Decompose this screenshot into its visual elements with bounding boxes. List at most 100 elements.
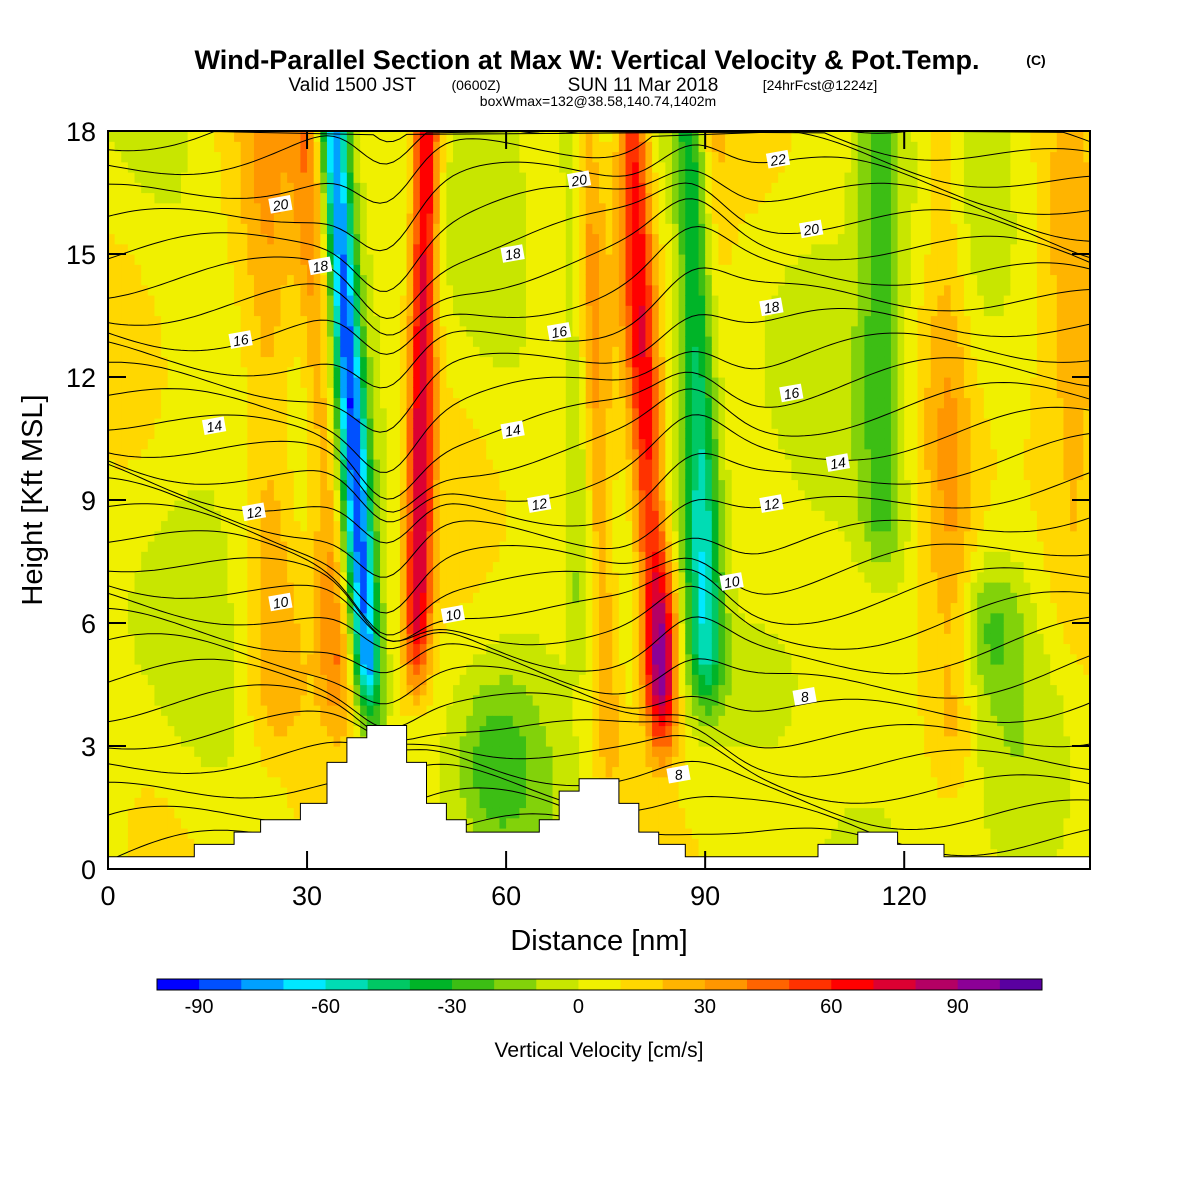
chart-title: Wind-Parallel Section at Max W: Vertical…: [195, 45, 980, 75]
heatmap-cell: [313, 387, 321, 399]
heatmap-cell: [240, 305, 248, 317]
heatmap-cell: [313, 161, 321, 173]
heatmap-cell: [532, 418, 540, 429]
heatmap-cell: [307, 776, 315, 788]
heatmap-cell: [340, 315, 348, 327]
heatmap-cell: [293, 459, 302, 470]
heatmap-cell: [499, 202, 507, 214]
heatmap-cell: [333, 428, 341, 440]
heatmap-cell: [280, 520, 288, 532]
heatmap-cell: [419, 694, 428, 706]
heatmap-cell: [399, 315, 408, 327]
heatmap-cell: [466, 746, 474, 757]
heatmap-cell: [519, 756, 527, 768]
heatmap-cell: [526, 797, 534, 809]
heatmap-cell: [147, 520, 156, 532]
heatmap-cell: [207, 172, 215, 183]
heatmap-cell: [519, 315, 527, 327]
heatmap-cell: [200, 684, 209, 696]
heatmap-cell: [161, 192, 169, 204]
heatmap-cell: [247, 541, 255, 552]
heatmap-cell: [114, 633, 122, 645]
heatmap-cell: [459, 520, 467, 532]
heatmap-cell: [207, 551, 215, 563]
heatmap-cell: [526, 131, 534, 142]
heatmap-cell: [552, 500, 560, 511]
heatmap-cell: [386, 141, 394, 153]
heatmap-cell: [539, 469, 547, 481]
heatmap-cell: [506, 448, 514, 460]
heatmap-cell: [519, 500, 527, 511]
heatmap-cell: [353, 182, 361, 194]
heatmap-cell: [340, 448, 348, 460]
heatmap-cell: [526, 612, 534, 624]
heatmap-cell: [366, 500, 375, 511]
heatmap-cell: [532, 438, 540, 450]
heatmap-cell: [141, 192, 149, 204]
heatmap-cell: [333, 551, 341, 563]
heatmap-cell: [121, 787, 129, 798]
heatmap-cell: [426, 305, 434, 317]
heatmap-cell: [161, 418, 169, 429]
heatmap-cell: [194, 243, 202, 255]
heatmap-cell: [280, 510, 288, 522]
heatmap-cell: [492, 766, 501, 778]
heatmap-cell: [486, 561, 494, 573]
heatmap-cell: [439, 766, 447, 778]
heatmap-cell: [532, 192, 540, 204]
heatmap-cell: [446, 643, 454, 655]
heatmap-cell: [147, 387, 156, 399]
heatmap-cell: [373, 315, 381, 327]
heatmap-cell: [559, 428, 567, 440]
heatmap-cell: [161, 848, 169, 860]
heatmap-cell: [472, 131, 481, 142]
heatmap-cell: [506, 715, 514, 727]
heatmap-cell: [459, 623, 467, 634]
heatmap-cell: [280, 151, 288, 163]
heatmap-cell: [141, 766, 149, 778]
heatmap-cell: [519, 407, 527, 419]
heatmap-cell: [386, 489, 394, 501]
heatmap-cell: [406, 705, 414, 716]
heatmap-cell: [121, 541, 129, 552]
heatmap-cell: [353, 633, 361, 645]
heatmap-cell: [419, 172, 428, 183]
heatmap-cell: [280, 561, 288, 573]
heatmap-cell: [419, 397, 428, 409]
heatmap-cell: [486, 366, 494, 378]
heatmap-cell: [532, 428, 540, 440]
heatmap-cell: [234, 131, 242, 142]
heatmap-cell: [459, 366, 467, 378]
heatmap-cell: [340, 264, 348, 276]
heatmap-cell: [419, 582, 428, 593]
heatmap-cell: [180, 643, 189, 655]
heatmap-cell: [346, 612, 355, 624]
heatmap-cell: [446, 653, 454, 665]
heatmap-cell: [161, 828, 169, 839]
heatmap-cell: [127, 161, 136, 173]
heatmap-cell: [207, 674, 215, 686]
heatmap-cell: [539, 787, 547, 798]
heatmap-cell: [180, 571, 189, 583]
heatmap-cell: [486, 735, 494, 747]
heatmap-cell: [466, 530, 474, 542]
heatmap-cell: [108, 346, 116, 358]
heatmap-cell: [180, 592, 189, 604]
heatmap-cell: [161, 633, 169, 645]
heatmap-cell: [307, 479, 315, 491]
heatmap-cell: [519, 664, 527, 675]
heatmap-cell: [287, 223, 295, 235]
heatmap-cell: [413, 161, 421, 173]
heatmap-cell: [413, 428, 421, 440]
heatmap-cell: [499, 479, 507, 491]
heatmap-cell: [333, 633, 341, 645]
heatmap-cell: [526, 182, 534, 194]
heatmap-cell: [207, 459, 215, 470]
heatmap-cell: [220, 469, 229, 481]
heatmap-cell: [134, 746, 142, 757]
heatmap-cell: [127, 561, 136, 573]
heatmap-cell: [413, 694, 421, 706]
heatmap-cell: [167, 295, 175, 306]
heatmap-cell: [446, 305, 454, 317]
heatmap-cell: [260, 325, 268, 337]
